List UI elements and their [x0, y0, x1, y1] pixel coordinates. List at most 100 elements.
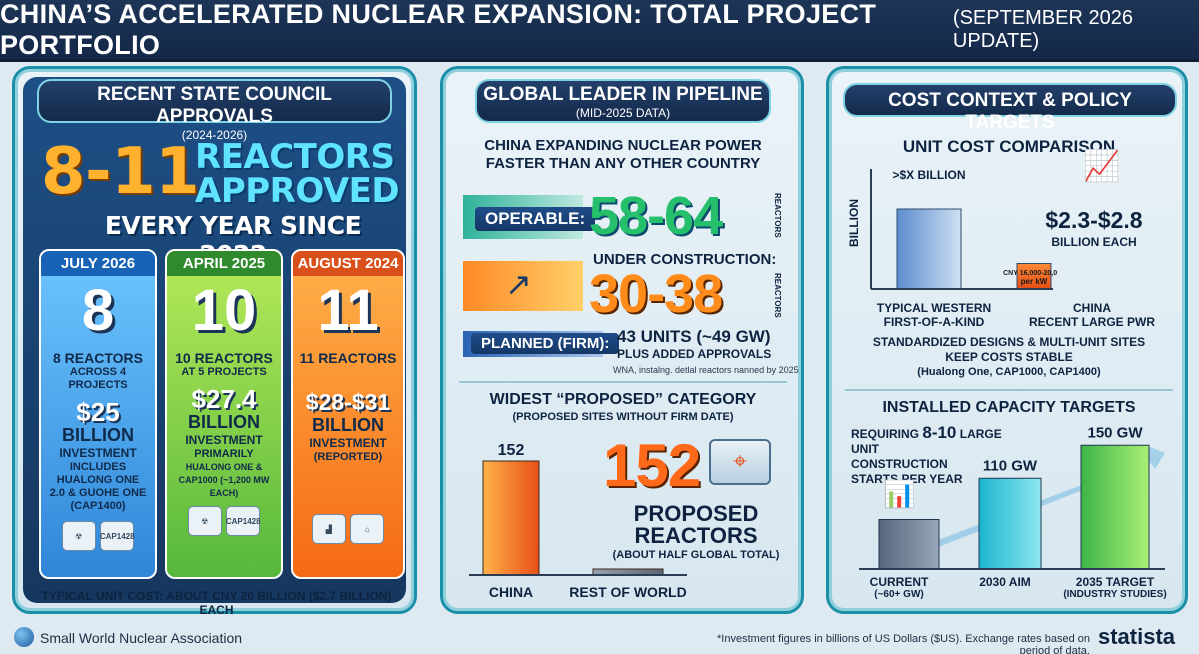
right-divider — [845, 389, 1173, 391]
construction-value: 30-38 — [589, 264, 723, 324]
capacity-title: INSTALLED CAPACITY TARGETS — [882, 399, 1136, 416]
standardized-note: STANDARDIZED DESIGNS & MULTI-UNIT SITES … — [872, 335, 1146, 378]
headline-range: 8-11 — [41, 135, 200, 209]
construction-label: UNDER CONSTRUCTION: — [593, 251, 777, 268]
factory-growth-icon: 📈 — [1083, 150, 1121, 183]
left-panel-title: RECENT STATE COUNCIL APPROVALS (2024-202… — [37, 79, 392, 142]
approval-card-july-2026: JULY 2026 8 8 REACTORS ACROSS 4 PROJECTS… — [39, 249, 157, 579]
approval-card-april-2025: APRIL 2025 10 10 REACTORS AT 5 PROJECTS … — [165, 249, 283, 579]
proposed-bar-0 — [482, 460, 540, 576]
operable-reactors-tag: REACTORS — [773, 193, 782, 238]
card-line2: ACROSS 4 PROJECTS — [68, 366, 128, 391]
capacity-bar-0 — [878, 519, 940, 570]
footnote: *Investment figures in billions of US Do… — [717, 633, 1090, 654]
unit-cost-footer: TYPICAL UNIT COST: ABOUT CNY 20 BILLION … — [41, 589, 392, 617]
capacity-cat-current: CURRENT (~60+ GW) — [869, 575, 929, 600]
cost-title: UNIT COST COMPARISON — [902, 137, 1116, 156]
card-money-unit: BILLION — [312, 415, 384, 435]
construction-reactors-tag: REACTORS — [773, 273, 782, 318]
capacity-bar-2 — [1080, 444, 1150, 570]
headline-word-reactors: REACTORS — [195, 137, 395, 177]
proposed-category-0: CHINA — [489, 584, 533, 600]
organization-name: Small World Nuclear Association — [40, 630, 243, 646]
card-money-label: INVESTMENT — [185, 433, 263, 447]
source-note: WNA, instalng. detlal reactors nanned by… — [613, 365, 799, 375]
card-date: JULY 2026 — [41, 251, 155, 276]
middle-lead-1: CHINA EXPANDING NUCLEAR POWER — [484, 137, 762, 154]
planned-value: 43 UNITS (~49 GW) — [617, 327, 771, 346]
card-note: HUALONG ONE & CAP1000 (~1,200 MW EACH) — [178, 462, 270, 498]
requiring-note: REQUIRING 8-10 LARGE UNIT CONSTRUCTION S… — [851, 423, 1002, 486]
proposed-bar-chart: 152 CHINA REST OF WORLD — [469, 442, 687, 600]
approvals-headline: 8-11 REACTORS APPROVED EVERY YEAR SINCE … — [35, 135, 400, 269]
card-money: $28-$31 — [305, 389, 391, 415]
card-money-label: INVESTMENT — [59, 446, 137, 460]
middle-panel: GLOBAL LEADER IN PIPELINE (MID-2025 DATA… — [440, 66, 804, 614]
card-number: 10 — [191, 278, 257, 343]
cooling-tower-icon: ▟ — [311, 514, 346, 544]
capacity-bar-chart: 110 GW 150 GW — [859, 424, 1165, 570]
growth-arrow — [889, 445, 1165, 565]
card-date: APRIL 2025 — [167, 251, 281, 276]
construction-band — [463, 261, 583, 311]
card-line1: 10 REACTORS — [175, 350, 273, 366]
card-money-unit: BILLION — [62, 425, 134, 445]
construction-arrow-icon: ↗ — [505, 266, 532, 302]
cost-bar-1 — [1016, 263, 1052, 290]
cost-bar-chart: >$X BILLION CNY 16,000-20,000per kW — [870, 168, 1057, 290]
page-subtitle: (SEPTEMBER 2026 UPDATE) — [952, 6, 1133, 52]
reactor-icon: ☢ — [187, 506, 222, 536]
planned-label: PLANNED (FIRM): — [471, 333, 620, 354]
middle-divider — [459, 381, 787, 383]
card-money-unit: BILLION — [188, 412, 260, 432]
growth-chart-icon: 📊 — [883, 479, 916, 509]
proposed-note: (ABOUT HALF GLOBAL TOTAL) — [612, 549, 780, 561]
right-panel: COST CONTEXT & POLICY TARGETS UNIT COST … — [826, 66, 1188, 614]
proposed-sub: (PROPOSED SITES WITHOUT FIRM DATE) — [512, 411, 734, 423]
card-note: INCLUDES HUALONG ONE 2.0 & GUOHE ONE (CA… — [49, 461, 147, 512]
capacity-bar-label-1: 110 GW — [983, 457, 1038, 474]
proposed-word-2: REACTORS — [634, 523, 758, 548]
western-value-label: >$X BILLION — [892, 168, 965, 182]
reactor-icon: ☢ — [61, 521, 96, 551]
card-money: $27.4 — [191, 384, 257, 414]
card-line2: AT 5 PROJECTS — [181, 366, 267, 378]
operable-label: OPERABLE: — [475, 207, 596, 231]
proposed-big-number: 152 — [603, 432, 701, 499]
proposed-word-1: PROPOSED — [633, 501, 759, 526]
china-category: CHINA RECENT LARGE PWR — [1029, 301, 1155, 329]
cny-note-unit: per kW — [1021, 277, 1048, 286]
proposed-category-1: REST OF WORLD — [569, 584, 686, 600]
cny-note: CNY 16,000-20,000 — [1003, 270, 1057, 277]
card-line1: 8 REACTORS — [53, 350, 143, 366]
card-note: (REPORTED) — [313, 451, 383, 463]
proposed-bar-label-0: 152 — [498, 442, 525, 459]
planned-sub: PLUS ADDED APPROVALS — [617, 347, 772, 361]
card-number: 8 — [81, 278, 115, 343]
card-line1: 11 REACTORS — [299, 350, 397, 366]
headline-word-approved: APPROVED — [195, 171, 400, 211]
operable-value: 58-64 — [589, 186, 723, 246]
statista-logo: statista — [1098, 624, 1176, 649]
proposed-title: WIDEST “PROPOSED” CATEGORY — [489, 391, 757, 408]
page-header: CHINA’S ACCELERATED NUCLEAR EXPANSION: T… — [0, 0, 1199, 62]
middle-panel-title: GLOBAL LEADER IN PIPELINE (MID-2025 DATA… — [475, 79, 771, 123]
capacity-cat-2035: 2035 TARGET (INDUSTRY STUDIES) — [1063, 575, 1167, 600]
page-title: CHINA’S ACCELERATED NUCLEAR EXPANSION: T… — [0, 0, 877, 60]
capacity-cat-2030: 2030 AIM — [979, 575, 1031, 589]
western-category: TYPICAL WESTERN FIRST-OF-A-KIND — [876, 301, 992, 329]
left-panel: RECENT STATE COUNCIL APPROVALS (2024-202… — [12, 66, 417, 617]
card-date: AUGUST 2024 — [293, 251, 403, 276]
china-price: $2.3-$2.8 — [1045, 207, 1143, 233]
right-panel-title: COST CONTEXT & POLICY TARGETS — [843, 83, 1177, 133]
card-number: 11 — [317, 278, 379, 343]
cost-y-label: BILLION — [847, 199, 861, 247]
middle-lead-2: FASTER THAN ANY OTHER COUNTRY — [485, 155, 761, 172]
card-note-head: PRIMARILY — [194, 448, 254, 460]
cost-bar-0 — [896, 208, 962, 290]
globe-icon — [14, 627, 34, 647]
power-plant-icon: ⌂ — [350, 514, 385, 544]
china-price-sub: BILLION EACH — [1051, 235, 1137, 249]
card-money: $25 — [76, 397, 120, 427]
map-pin-icon: ⌖ — [709, 439, 771, 485]
